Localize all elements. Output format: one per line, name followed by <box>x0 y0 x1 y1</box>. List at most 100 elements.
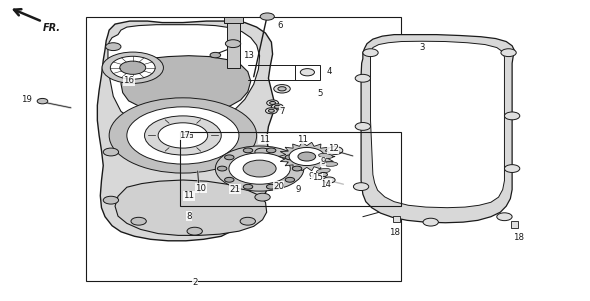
Text: 15: 15 <box>312 173 323 182</box>
Circle shape <box>103 196 119 204</box>
Circle shape <box>274 105 280 108</box>
Text: 2: 2 <box>192 278 198 287</box>
Bar <box>295 65 320 80</box>
Text: 11: 11 <box>297 135 307 144</box>
Circle shape <box>289 147 325 166</box>
Text: 17: 17 <box>179 131 189 140</box>
Bar <box>224 17 243 23</box>
Circle shape <box>243 148 253 153</box>
Circle shape <box>497 213 512 221</box>
Text: 11: 11 <box>259 135 270 144</box>
Circle shape <box>504 112 520 120</box>
Circle shape <box>323 177 335 183</box>
Circle shape <box>131 217 146 225</box>
Bar <box>180 132 401 206</box>
Circle shape <box>187 227 202 235</box>
Circle shape <box>353 183 369 191</box>
Circle shape <box>300 69 314 76</box>
Circle shape <box>423 218 438 226</box>
Bar <box>86 17 401 281</box>
Circle shape <box>225 40 241 48</box>
Circle shape <box>270 101 276 104</box>
Circle shape <box>501 49 516 57</box>
Text: FR.: FR. <box>42 23 61 33</box>
Circle shape <box>327 147 343 154</box>
Polygon shape <box>115 180 267 235</box>
Text: 6: 6 <box>277 21 283 30</box>
Text: 20: 20 <box>273 182 284 191</box>
Text: 9: 9 <box>309 172 314 181</box>
Circle shape <box>215 146 304 191</box>
Circle shape <box>504 165 520 172</box>
Text: 14: 14 <box>320 180 331 189</box>
Circle shape <box>102 52 163 83</box>
Circle shape <box>243 160 276 177</box>
Circle shape <box>127 107 239 164</box>
Circle shape <box>319 172 327 177</box>
Text: 10: 10 <box>195 184 206 193</box>
Polygon shape <box>97 21 274 241</box>
Circle shape <box>109 98 257 173</box>
Circle shape <box>268 109 274 112</box>
Bar <box>227 20 240 68</box>
Circle shape <box>355 123 371 130</box>
Text: 11: 11 <box>183 191 194 200</box>
Bar <box>393 216 400 222</box>
Circle shape <box>106 43 121 51</box>
Circle shape <box>255 193 270 201</box>
Text: 19: 19 <box>21 95 32 104</box>
Circle shape <box>267 100 278 106</box>
Text: 7: 7 <box>279 107 285 116</box>
Polygon shape <box>361 35 514 223</box>
Text: 9: 9 <box>320 157 326 166</box>
Circle shape <box>229 153 290 184</box>
Circle shape <box>255 148 270 156</box>
Circle shape <box>267 184 276 189</box>
Text: 18: 18 <box>389 228 399 237</box>
Text: 5: 5 <box>317 89 323 98</box>
Text: 3: 3 <box>419 43 425 52</box>
Circle shape <box>363 49 378 57</box>
Circle shape <box>278 87 286 91</box>
Polygon shape <box>158 114 235 150</box>
Circle shape <box>37 98 48 104</box>
Circle shape <box>274 85 290 93</box>
Polygon shape <box>121 56 251 113</box>
Circle shape <box>266 108 277 114</box>
Text: 16: 16 <box>123 76 134 85</box>
Circle shape <box>225 177 234 182</box>
Circle shape <box>260 13 274 20</box>
Text: 18: 18 <box>513 233 523 242</box>
Polygon shape <box>371 41 504 208</box>
Circle shape <box>103 148 119 156</box>
Bar <box>182 134 192 137</box>
Ellipse shape <box>316 168 330 174</box>
Circle shape <box>285 155 294 160</box>
Text: 8: 8 <box>186 212 192 221</box>
Circle shape <box>217 166 227 171</box>
Text: 21: 21 <box>230 185 240 194</box>
Text: 9: 9 <box>295 185 301 194</box>
Polygon shape <box>278 142 335 171</box>
Circle shape <box>210 52 221 58</box>
Circle shape <box>293 166 302 171</box>
Bar <box>511 221 518 228</box>
Circle shape <box>158 123 208 148</box>
Ellipse shape <box>323 162 337 166</box>
Circle shape <box>145 116 221 155</box>
Ellipse shape <box>319 154 333 158</box>
Circle shape <box>271 104 283 110</box>
Circle shape <box>110 56 155 79</box>
Polygon shape <box>108 25 260 129</box>
Text: 4: 4 <box>326 67 332 76</box>
Circle shape <box>240 217 255 225</box>
Circle shape <box>298 152 316 161</box>
Circle shape <box>120 61 146 74</box>
Circle shape <box>267 148 276 153</box>
Text: 13: 13 <box>244 51 254 60</box>
Circle shape <box>225 155 234 160</box>
Circle shape <box>355 74 371 82</box>
Circle shape <box>243 184 253 189</box>
Circle shape <box>285 177 294 182</box>
Text: 12: 12 <box>328 144 339 154</box>
